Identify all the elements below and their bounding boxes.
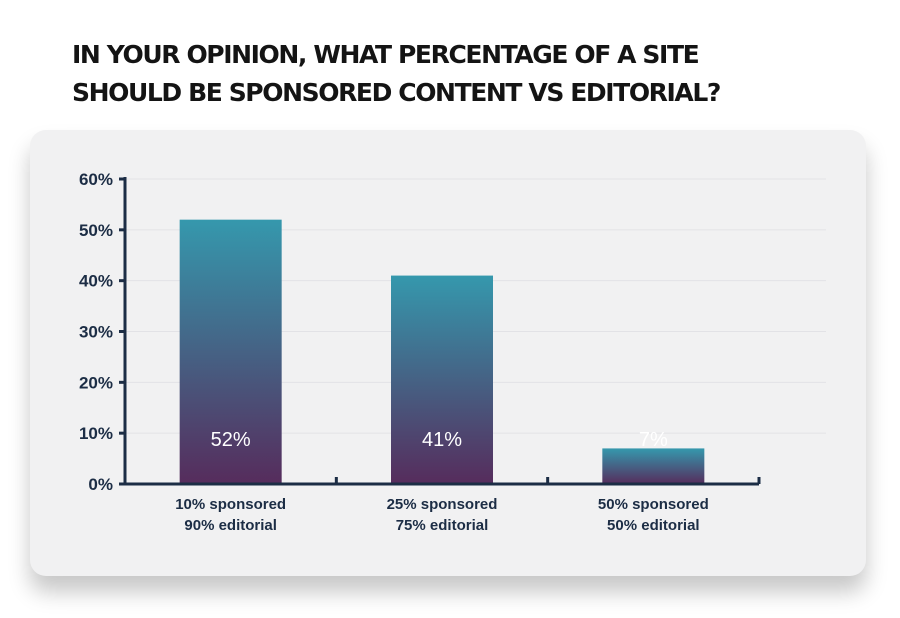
axes [119, 177, 761, 486]
y-tick-label: 20% [79, 373, 113, 392]
y-tick-label: 0% [88, 475, 113, 494]
x-tick-label: 25% sponsored [387, 496, 498, 513]
y-tick-label: 60% [79, 170, 113, 189]
bar [391, 275, 493, 484]
chart-title: IN YOUR OPINION, WHAT PERCENTAGE OF A SI… [72, 36, 832, 112]
data-label: 41% [422, 429, 462, 451]
chart-title-line-2: SHOULD BE SPONSORED CONTENT VS EDITORIAL… [72, 78, 721, 107]
x-tick-label: 75% editorial [396, 517, 489, 534]
x-tick-label: 90% editorial [184, 517, 277, 534]
bar [602, 448, 705, 484]
labels: 0% 10% 20% 30% 40% 50% 60% 52% 10% sponsored 90% … [79, 170, 709, 534]
bars [179, 219, 705, 484]
data-label: 7% [639, 429, 668, 451]
bar [179, 219, 282, 484]
x-tick-label: 50% editorial [607, 517, 700, 534]
chart-title-line-1: IN YOUR OPINION, WHAT PERCENTAGE OF A SI… [72, 40, 700, 69]
x-tick-label: 10% sponsored [175, 496, 286, 513]
x-tick-label: 50% sponsored [598, 496, 709, 513]
y-tick-label: 30% [79, 323, 113, 342]
y-tick-label: 50% [79, 221, 113, 240]
y-tick-label: 40% [79, 272, 113, 291]
data-label: 52% [211, 429, 251, 451]
bar-chart: 0% 10% 20% 30% 40% 50% 60% 52% 10% sponsored 90% … [79, 170, 826, 534]
y-tick-label: 10% [79, 424, 113, 443]
